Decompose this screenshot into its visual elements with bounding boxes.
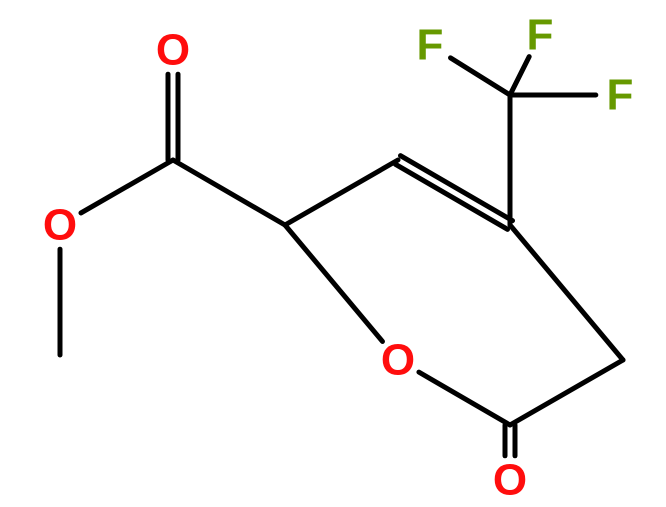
bond-line: [81, 160, 173, 213]
atom-O-label: O: [381, 336, 415, 385]
bond-line: [285, 225, 382, 341]
bond-line: [510, 225, 623, 360]
bond-line: [285, 160, 398, 225]
bond-line: [419, 372, 510, 425]
atom-O-label: O: [43, 201, 77, 250]
atom-F-label: F: [527, 11, 554, 60]
bond-line: [510, 57, 529, 95]
atom-O-label: O: [156, 26, 190, 75]
bond-line: [451, 58, 510, 95]
bond-line: [395, 164, 507, 229]
bond-line: [173, 160, 285, 225]
molecule-diagram: O O O O F F F: [0, 0, 666, 507]
atom-F-label: F: [607, 71, 634, 120]
bond-line: [401, 156, 513, 221]
atom-O-label: O: [493, 456, 527, 505]
atom-F-label: F: [417, 21, 444, 70]
bond-line: [510, 360, 623, 425]
